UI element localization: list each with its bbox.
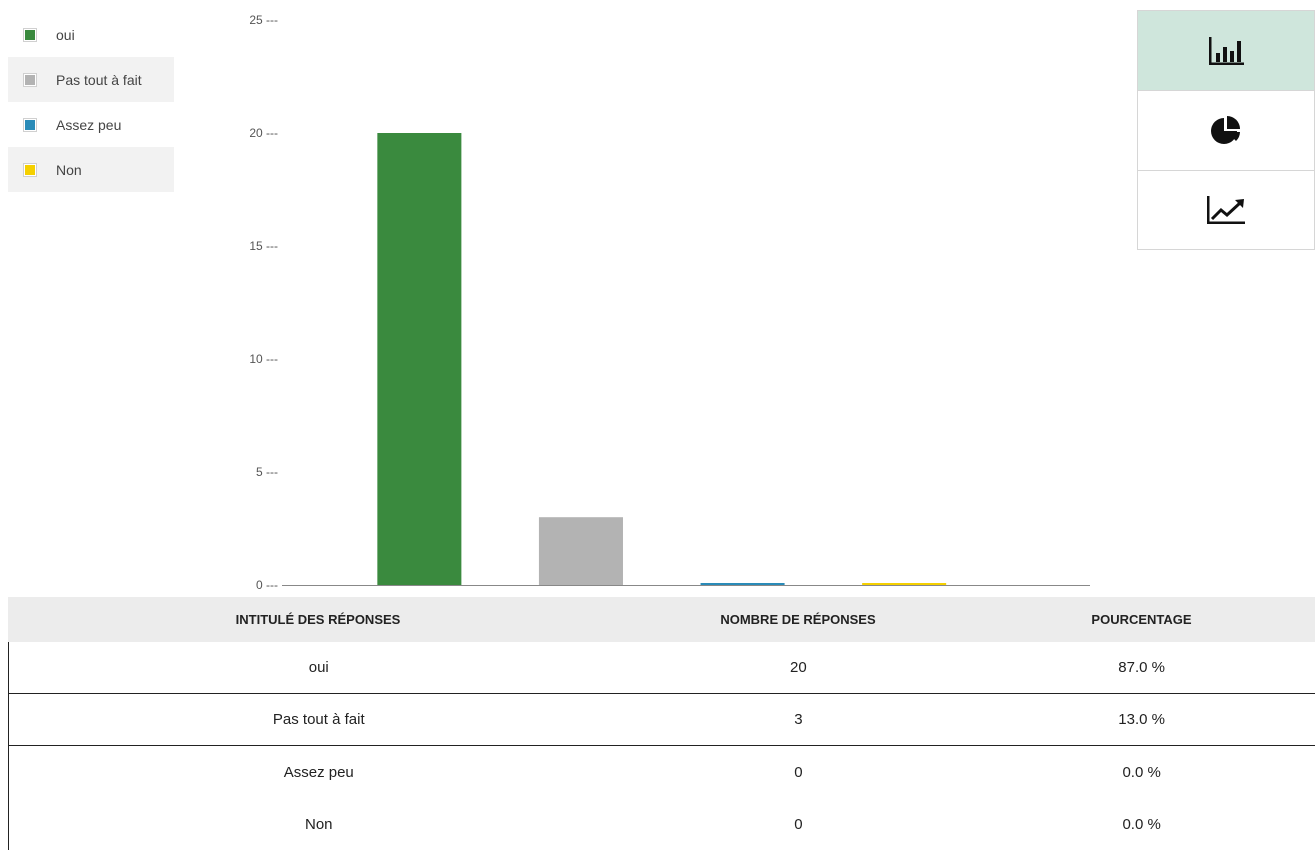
bar-chart-icon [1209, 36, 1244, 65]
bar[interactable] [700, 583, 785, 585]
table-row: Pas tout à fait 3 13.0 % [8, 694, 1315, 746]
chart-type-switcher [1137, 10, 1315, 250]
legend-item-assez-peu[interactable]: Assez peu [8, 102, 174, 147]
bar-chart: 0 --- 5 --- 10 --- 15 --- 20 --- 25 --- [249, 13, 1090, 592]
bar-chart-button[interactable] [1138, 11, 1314, 91]
y-tick-label: 0 --- [256, 578, 278, 592]
chart-legend: oui Pas tout à fait Assez peu Non [8, 12, 174, 192]
legend-label: Pas tout à fait [56, 71, 142, 88]
header-count: NOMBRE DE RÉPONSES [720, 612, 876, 627]
pie-chart-button[interactable] [1138, 91, 1314, 171]
cell-count: 20 [790, 659, 807, 676]
cell-label: oui [308, 659, 329, 676]
table-header: INTITULÉ DES RÉPONSES NOMBRE DE RÉPONSES… [8, 597, 1315, 642]
table-row: oui 20 87.0 % [8, 642, 1315, 694]
header-percent: POURCENTAGE [1091, 612, 1192, 627]
line-chart-button[interactable] [1138, 171, 1314, 249]
cell-percent: 87.0 % [1118, 659, 1165, 676]
bar[interactable] [377, 133, 462, 585]
legend-item-oui[interactable]: oui [8, 12, 174, 57]
cell-count: 0 [794, 763, 803, 781]
table-row: Non 0 0.0 % [8, 798, 1315, 850]
pie-chart-icon [1211, 115, 1240, 144]
legend-swatch [23, 162, 37, 177]
cell-percent: 13.0 % [1118, 711, 1165, 728]
y-tick-label: 25 --- [249, 13, 278, 27]
cell-count: 0 [794, 815, 803, 833]
cell-label: Pas tout à fait [272, 711, 365, 728]
legend-label: oui [56, 26, 75, 43]
legend-item-non[interactable]: Non [8, 147, 174, 192]
legend-item-pas-tout-a-fait[interactable]: Pas tout à fait [8, 57, 174, 102]
table-row: Assez peu 0 0.0 % [8, 746, 1315, 798]
cell-label: Assez peu [283, 763, 354, 781]
results-table: INTITULÉ DES RÉPONSES NOMBRE DE RÉPONSES… [8, 597, 1315, 850]
legend-label: Assez peu [56, 116, 122, 133]
bar[interactable] [538, 517, 623, 585]
y-tick-label: 5 --- [256, 465, 278, 479]
line-chart-icon [1207, 196, 1245, 224]
legend-label: Non [56, 161, 82, 178]
legend-swatch [23, 27, 37, 42]
cell-count: 3 [794, 711, 803, 728]
cell-label: Non [305, 815, 333, 833]
cell-percent: 0.0 % [1122, 815, 1161, 833]
y-tick-label: 10 --- [249, 352, 278, 366]
legend-swatch [23, 72, 37, 87]
y-tick-label: 20 --- [249, 126, 278, 140]
cell-percent: 0.0 % [1122, 763, 1161, 781]
y-tick-label: 15 --- [249, 239, 278, 253]
legend-swatch [23, 117, 37, 132]
bar[interactable] [862, 583, 947, 585]
header-label: INTITULÉ DES RÉPONSES [235, 612, 401, 627]
